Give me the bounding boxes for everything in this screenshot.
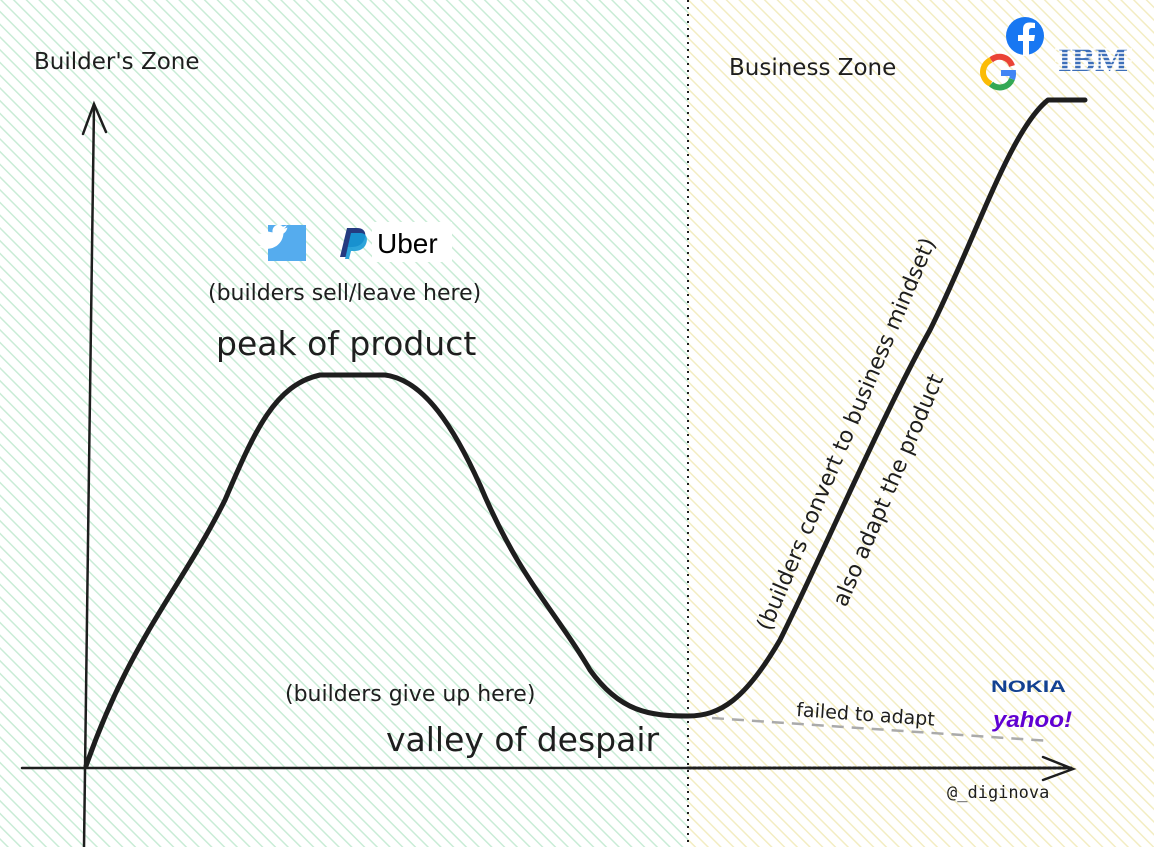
yahoo-logo: yahoo! xyxy=(992,707,1072,732)
builders-zone-area xyxy=(0,0,688,847)
peak-note: (builders sell/leave here) xyxy=(208,281,481,306)
ibm-logo: IBM xyxy=(1055,42,1132,79)
nokia-logo: NOKIA xyxy=(991,677,1066,696)
y-axis xyxy=(81,100,108,847)
twitter-logo xyxy=(258,224,306,261)
valley-title: valley of despair xyxy=(386,720,659,759)
google-logo xyxy=(980,53,1017,91)
paypal-logo xyxy=(340,228,367,259)
svg-text:Uber: Uber xyxy=(377,228,438,259)
business-zone-label: Business Zone xyxy=(729,55,896,81)
uber-logo: Uber xyxy=(372,222,452,262)
business-zone-area xyxy=(688,0,1154,847)
valley-note: (builders give up here) xyxy=(285,682,535,707)
author-credit: @_diginova xyxy=(947,783,1049,803)
facebook-logo xyxy=(1006,17,1044,56)
product-curve xyxy=(83,97,1088,769)
peak-title: peak of product xyxy=(216,324,476,363)
builders-zone-label: Builder's Zone xyxy=(34,49,200,75)
failed-to-adapt-line xyxy=(711,716,1051,743)
x-axis xyxy=(20,755,1077,782)
